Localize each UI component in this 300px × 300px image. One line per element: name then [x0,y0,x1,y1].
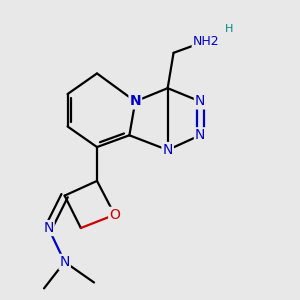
Text: N: N [195,128,205,142]
Text: N: N [163,143,173,157]
Text: H: H [225,24,234,34]
Text: N: N [195,94,205,108]
Text: N: N [130,94,141,108]
Text: N: N [59,255,70,269]
Text: O: O [109,208,120,222]
Text: NH2: NH2 [193,34,219,48]
Text: N: N [43,221,54,235]
